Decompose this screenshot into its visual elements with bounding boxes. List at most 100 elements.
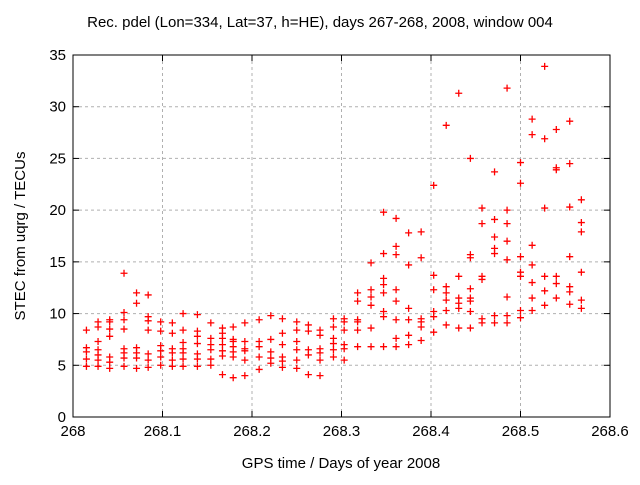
data-point-marker [120,362,128,370]
data-point-marker [577,196,585,204]
data-point-marker [255,365,263,373]
data-point-marker [380,250,388,258]
data-point-marker [293,337,301,345]
y-tick-labels: 0 5 10 15 20 25 30 35 [49,47,66,426]
data-point-marker [466,285,474,293]
data-point-marker [241,356,249,364]
data-point-marker [278,357,286,365]
data-point-marker [541,287,549,295]
data-point-marker [430,328,438,336]
data-point-marker [552,272,560,280]
x-tick-label: 268.2 [233,423,271,440]
data-point-marker [168,329,176,337]
data-point-marker [106,364,114,372]
data-point-marker [179,355,187,363]
data-point-marker [354,289,362,297]
data-point-marker [329,323,337,331]
data-point-marker [267,348,275,356]
data-point-marker [354,343,362,351]
data-point-marker [304,321,312,329]
y-tick-label: 20 [49,202,66,219]
data-point-marker [278,363,286,371]
data-point-marker [478,204,486,212]
data-point-marker [120,325,128,333]
data-point-marker [316,356,324,364]
data-point-marker [293,326,301,334]
data-point-marker [367,324,375,332]
data-point-marker [528,294,536,302]
data-point-marker [329,340,337,348]
data-point-marker [517,179,524,187]
data-point-marker [133,289,141,297]
data-point-marker [218,371,226,379]
data-point-marker [503,84,511,92]
data-point-marker [293,318,301,326]
data-point-marker [503,237,511,245]
data-point-marker [430,271,438,279]
data-point-marker [503,293,511,301]
data-point-marker [517,314,524,322]
data-point-marker [478,319,486,327]
data-point-marker [577,219,585,227]
data-point-marker [517,253,524,261]
data-point-marker [528,306,536,314]
data-point-marker [466,297,474,305]
data-point-marker [430,286,438,294]
data-point-marker [229,374,237,382]
data-point-marker [417,228,425,236]
data-point-marker [392,316,400,324]
data-point-marker [106,318,114,326]
data-point-marker [541,204,549,212]
data-point-marker [229,323,237,331]
data-point-marker [503,256,511,264]
data-point-marker [179,339,187,347]
data-point-marker [106,325,114,333]
data-point-marker [503,220,511,228]
x-tick-label: 268.1 [144,423,182,440]
data-point-marker [392,251,400,259]
data-point-marker [392,286,400,294]
data-point-marker [329,346,337,354]
data-point-marker [367,293,375,301]
data-point-marker [207,319,215,327]
data-point-marker [193,355,201,363]
data-point-marker [316,331,324,339]
data-point-marker [229,353,237,361]
data-point-marker [106,358,114,366]
data-point-marker [278,341,286,349]
data-point-marker [455,272,463,280]
x-tick-labels: 268 268.1 268.2 268.3 268.4 268.5 268.6 [60,423,628,440]
data-point-marker [106,332,114,340]
data-point-marker [94,362,102,370]
data-point-marker [82,355,90,363]
data-point-marker [293,356,301,364]
grid-layer [73,55,610,417]
data-point-marker [442,289,450,297]
data-point-marker [491,319,499,327]
data-point-marker [144,291,152,299]
data-point-marker [278,315,286,323]
data-point-marker [168,349,176,357]
data-point-marker [455,89,463,97]
data-point-marker [566,300,574,308]
data-point-marker [405,304,413,312]
data-point-marker [380,281,388,289]
data-point-marker [120,269,128,277]
data-point-marker [442,121,450,129]
data-point-marker [577,228,585,236]
data-point-marker [541,135,549,143]
data-point-marker [340,318,348,326]
data-point-marker [442,321,450,329]
data-point-marker [293,364,301,372]
data-point-marker [94,337,102,345]
data-point-marker [478,275,486,283]
data-point-marker [304,351,312,359]
data-point-marker [207,346,215,354]
data-point-marker [541,62,549,70]
data-point-marker [82,326,90,334]
data-point-marker [405,261,413,269]
data-point-marker [367,286,375,294]
data-point-marker [241,337,249,345]
data-point-marker [94,356,102,364]
